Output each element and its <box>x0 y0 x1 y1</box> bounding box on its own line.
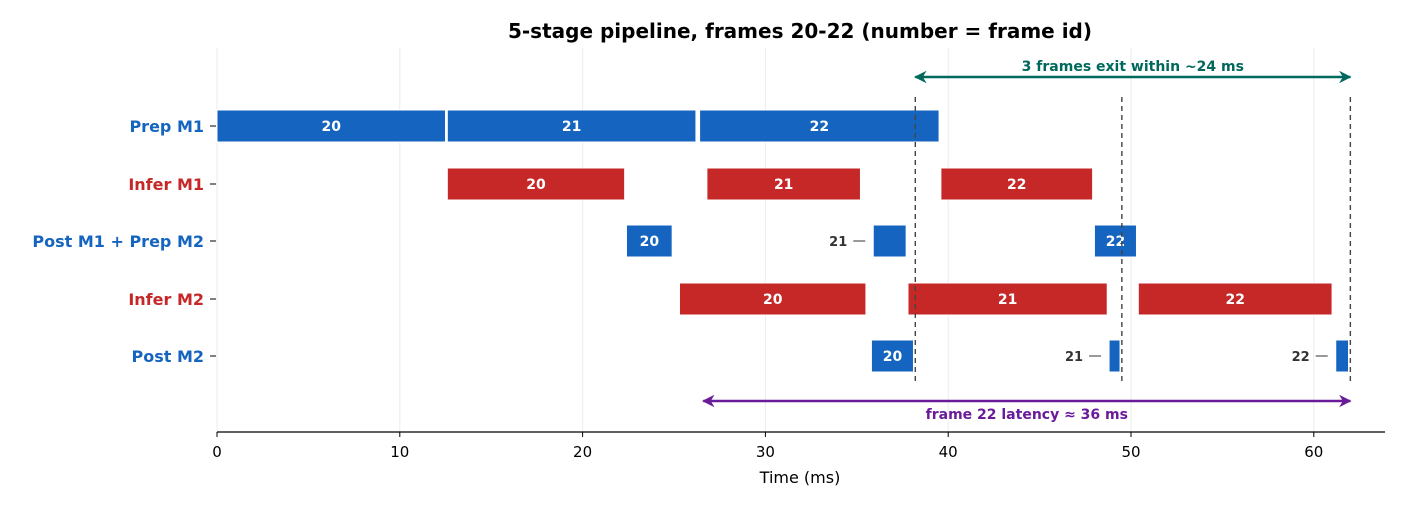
x-axis-label: Time (ms) <box>759 468 841 487</box>
outside-bar-label: 21 <box>1065 350 1083 365</box>
bar-frame-22 <box>1335 339 1350 373</box>
bar-label: 20 <box>763 292 783 308</box>
bar-frame-21 <box>907 282 1108 316</box>
x-tick-label: 40 <box>939 443 958 461</box>
bar-frame-21 <box>446 109 697 143</box>
y-label-stage: Post M1 + Prep M2 <box>32 232 204 251</box>
annotations: 3 frames exit within ~24 ms frame 22 late… <box>701 59 1352 423</box>
x-tick-label: 50 <box>1121 443 1140 461</box>
x-tick-label: 20 <box>573 443 592 461</box>
outside-bar-label: 21 <box>829 235 847 250</box>
bar-frame-22 <box>1137 282 1333 316</box>
bar-frame-21 <box>706 167 861 201</box>
bar-label: 20 <box>322 119 342 135</box>
bar-frame-22 <box>699 109 940 143</box>
y-label-stage: Infer M2 <box>128 290 204 309</box>
y-label-stage: Prep M1 <box>129 117 204 136</box>
bar-frame-22 <box>940 167 1094 201</box>
x-axis: 0 10 20 30 40 50 60 <box>212 431 1385 461</box>
bar-label: 22 <box>1225 292 1244 308</box>
x-tick-label: 30 <box>756 443 775 461</box>
bar-frame-20 <box>678 282 867 316</box>
bar-frame-21 <box>1108 339 1121 373</box>
y-axis: Prep M1 Infer M1 Post M1 + Prep M2 Infer M2… <box>32 117 216 366</box>
exit-span-label: 3 frames exit within ~24 ms <box>1022 59 1244 75</box>
bar-label: 20 <box>526 177 546 193</box>
bar-label: 22 <box>810 119 829 135</box>
y-label-stage: Post M2 <box>131 347 204 366</box>
bar-frame-22 <box>1093 224 1137 258</box>
frame-exit-lines <box>914 97 1352 385</box>
x-tick-label: 0 <box>212 443 222 461</box>
bar-frame-20 <box>625 224 673 258</box>
bar-label: 22 <box>1106 234 1125 250</box>
bar-label: 21 <box>998 292 1017 308</box>
bar-frame-21 <box>872 224 907 258</box>
bars: 20 21 22 20 21 22 20 21 22 20 21 22 20 21 22 <box>216 109 1350 373</box>
bar-label: 21 <box>562 119 581 135</box>
bar-label: 22 <box>1007 177 1026 193</box>
bar-frame-20 <box>446 167 626 201</box>
latency-span-label: frame 22 latency ≈ 36 ms <box>926 407 1128 423</box>
y-label-stage: Infer M1 <box>128 175 204 194</box>
x-tick-label: 60 <box>1304 443 1323 461</box>
bar-frame-20 <box>216 109 446 143</box>
grid <box>216 48 1315 432</box>
bar-label: 21 <box>774 177 793 193</box>
bar-label: 20 <box>883 349 903 365</box>
chart-title: 5-stage pipeline, frames 20-22 (number =… <box>508 19 1092 43</box>
outside-bar-label: 22 <box>1292 350 1310 365</box>
bar-frame-20 <box>870 339 914 373</box>
bar-label: 20 <box>640 234 660 250</box>
x-tick-label: 10 <box>390 443 409 461</box>
